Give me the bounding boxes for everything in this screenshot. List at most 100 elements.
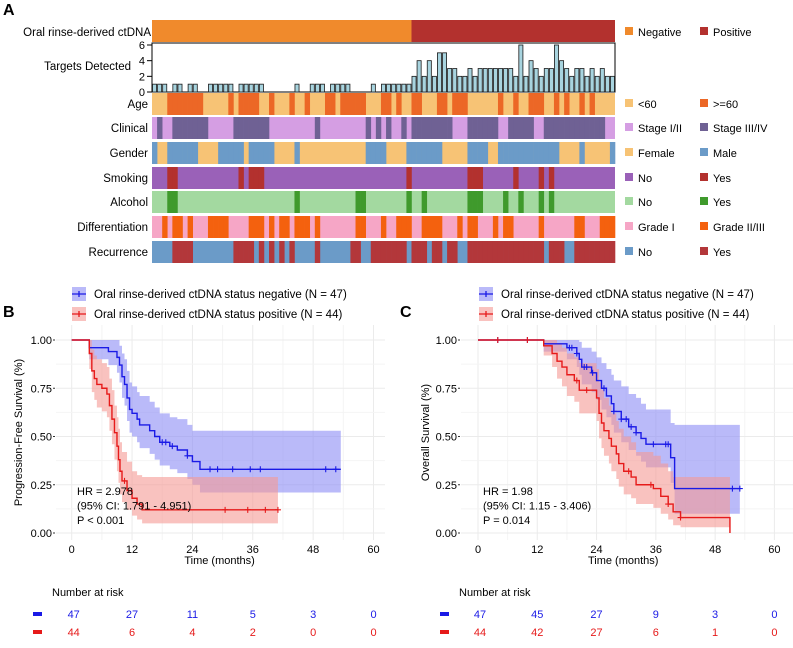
legend-ctdna-label-1: Positive [713, 27, 752, 39]
track-cell [207, 216, 214, 238]
risk-table-key-positive [440, 630, 449, 634]
track-cell [360, 191, 366, 213]
track-cell [492, 241, 499, 263]
track-cell [248, 167, 255, 189]
targets-bar [543, 68, 549, 93]
track-cell [559, 117, 565, 139]
track-cell [538, 142, 545, 164]
track-label-age: Age [128, 99, 148, 111]
censor-mark [647, 481, 654, 488]
track-cell [477, 117, 484, 139]
track-cell [564, 117, 570, 139]
legend-alcohol-swatch-0 [625, 197, 633, 205]
track-cell [177, 117, 183, 139]
targets-bar [538, 75, 544, 93]
legend-key-line [72, 291, 86, 297]
track-cell [421, 191, 428, 213]
track-cell [584, 117, 590, 139]
track-cell [355, 216, 361, 238]
targets-bar [213, 83, 219, 93]
legend-ctdna-label-0: Negative [638, 27, 681, 39]
track-cell [304, 216, 311, 238]
track-cell [238, 241, 244, 263]
targets-bar [421, 75, 427, 93]
track-cell [386, 241, 392, 263]
track-cell [218, 142, 224, 164]
y-tick-label: 0.00 [31, 528, 52, 540]
censor-mark [244, 506, 251, 513]
targets-bar [243, 83, 249, 93]
track-cell [609, 142, 616, 164]
track-cell [401, 117, 407, 139]
track-cell [538, 216, 545, 238]
track-cell [416, 241, 422, 263]
track-cell [375, 142, 382, 164]
targets-bar [452, 68, 458, 93]
x-tick-label: 0 [475, 544, 481, 556]
legend-smoking-label-0: No [638, 173, 652, 185]
targets-bar [391, 83, 397, 93]
x-axis-label: Time (months) [184, 555, 255, 567]
track-label-clinical: Clinical [111, 123, 148, 135]
track-cell [243, 241, 249, 263]
at-risk-count: 44 [474, 627, 486, 639]
ctdna-track-label: Oral rinse-derived ctDNA [23, 27, 151, 39]
censor-mark [184, 452, 191, 459]
at-risk-count: 5 [250, 609, 256, 621]
risk-table-key-negative [440, 612, 449, 616]
at-risk-count: 0 [771, 609, 777, 621]
track-cell [187, 142, 194, 164]
track-cell [442, 93, 448, 115]
track-cell [497, 241, 504, 263]
track-cell [436, 142, 443, 164]
targets-bar [370, 83, 376, 93]
track-cell [294, 216, 300, 238]
track-cell [172, 142, 178, 164]
legend-smoking-swatch-0 [625, 173, 633, 181]
track-cell [172, 93, 178, 115]
targets-bar [258, 83, 264, 93]
track-cell [553, 241, 560, 263]
targets-bar [518, 44, 524, 93]
censor-mark [677, 514, 684, 521]
legend-clinical-swatch-1 [700, 123, 708, 131]
track-cell [269, 241, 275, 263]
track-cell [406, 142, 412, 164]
stats-annotation: P = 0.014 [483, 515, 530, 527]
track-cell [177, 241, 183, 263]
targets-bar [457, 75, 463, 93]
y-tick-label: 1.00 [436, 335, 457, 347]
risk-table-title: Number at risk [52, 587, 124, 599]
track-cell [177, 142, 183, 164]
track-cell [553, 93, 560, 115]
track-cell [253, 142, 260, 164]
targets-bar [487, 68, 493, 93]
track-cell [599, 241, 606, 263]
legend-gender-swatch-0 [625, 148, 633, 156]
track-cell [279, 216, 285, 238]
targets-bar [320, 83, 325, 93]
targets-ytick-label: 6 [139, 40, 145, 52]
censor-mark [623, 416, 630, 423]
track-cell [401, 241, 407, 263]
track-cell [391, 241, 397, 263]
targets-bar [396, 83, 402, 93]
censor-mark [568, 344, 575, 351]
at-risk-count: 27 [126, 609, 138, 621]
track-cell [355, 93, 361, 115]
censor-mark [207, 466, 214, 473]
legend-clinical-swatch-0 [625, 123, 633, 131]
at-risk-count: 9 [653, 609, 659, 621]
track-cell [294, 142, 300, 164]
targets-ytick-label: 4 [139, 56, 145, 68]
track-cell [533, 241, 539, 263]
y-tick-label: 0.75 [31, 383, 52, 395]
targets-bar [340, 83, 346, 93]
censor-mark [600, 385, 607, 392]
stats-annotation: HR = 2.978 [77, 486, 133, 498]
censor-mark [169, 443, 176, 450]
legend-age-label-0: <60 [638, 99, 657, 111]
track-cell [513, 117, 519, 139]
x-tick-label: 24 [186, 544, 198, 556]
legend-age-swatch-0 [625, 99, 633, 107]
